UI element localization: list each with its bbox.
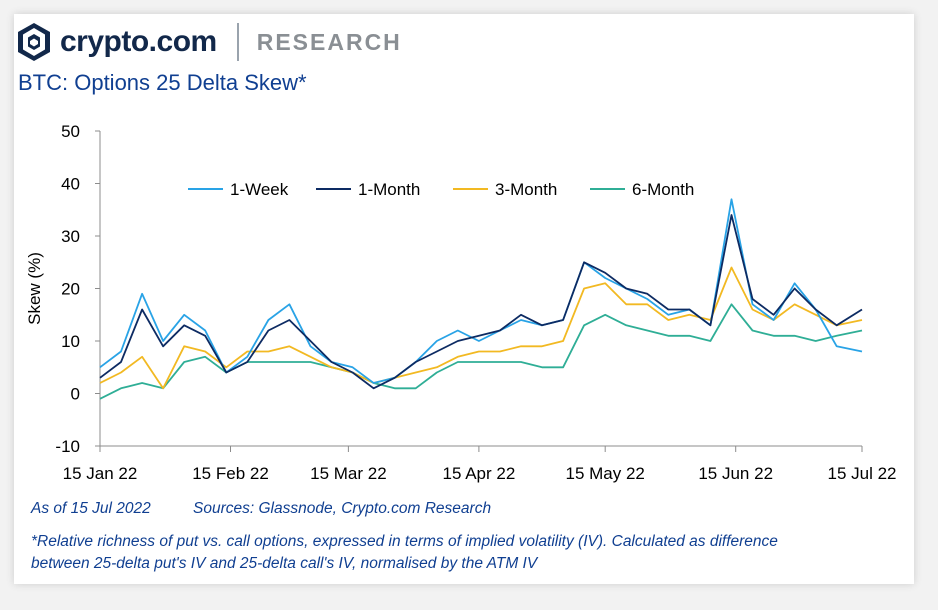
as-of-date: As of 15 Jul 2022 <box>31 500 151 517</box>
y-tick-label: -10 <box>55 437 80 456</box>
section-label: RESEARCH <box>256 28 402 55</box>
y-axis-title: Skew (%) <box>25 252 44 325</box>
brand-header: crypto.com RESEARCH <box>16 22 402 62</box>
legend-label-6-month: 6-Month <box>632 180 694 199</box>
chart-card <box>14 14 914 584</box>
legend-label-1-week: 1-Week <box>230 180 289 199</box>
sources-text: Sources: Glassnode, Crypto.com Research <box>193 500 492 517</box>
y-tick-label: 0 <box>71 385 80 404</box>
brand-name: crypto.com <box>60 25 217 58</box>
x-tick-label: 15 Jun 22 <box>698 464 773 483</box>
y-tick-label: 30 <box>61 227 80 246</box>
x-tick-label: 15 Jul 22 <box>828 464 897 483</box>
series-line-1-month <box>99 214 863 390</box>
y-tick-label: 40 <box>61 175 80 194</box>
x-tick-label: 15 Mar 22 <box>310 464 387 483</box>
y-tick-label: 10 <box>61 332 80 351</box>
x-tick-label: 15 May 22 <box>565 464 644 483</box>
x-tick-label: 15 Apr 22 <box>443 464 516 483</box>
series-line-1-week <box>99 198 863 384</box>
chart-title: BTC: Options 25 Delta Skew* <box>18 70 307 95</box>
footnote-line-2: between 25-delta put's IV and 25-delta c… <box>31 555 538 572</box>
footnote-line-1: *Relative richness of put vs. call optio… <box>31 533 778 550</box>
y-tick-label: 50 <box>61 122 80 141</box>
x-tick-label: 15 Jan 22 <box>63 464 138 483</box>
crypto-com-lion-icon <box>18 23 50 61</box>
y-tick-label: 20 <box>61 280 80 299</box>
x-tick-label: 15 Feb 22 <box>192 464 269 483</box>
header-divider <box>236 23 239 61</box>
series-line-3-month <box>99 266 863 390</box>
legend-label-1-month: 1-Month <box>358 180 420 199</box>
legend-label-3-month: 3-Month <box>495 180 557 199</box>
